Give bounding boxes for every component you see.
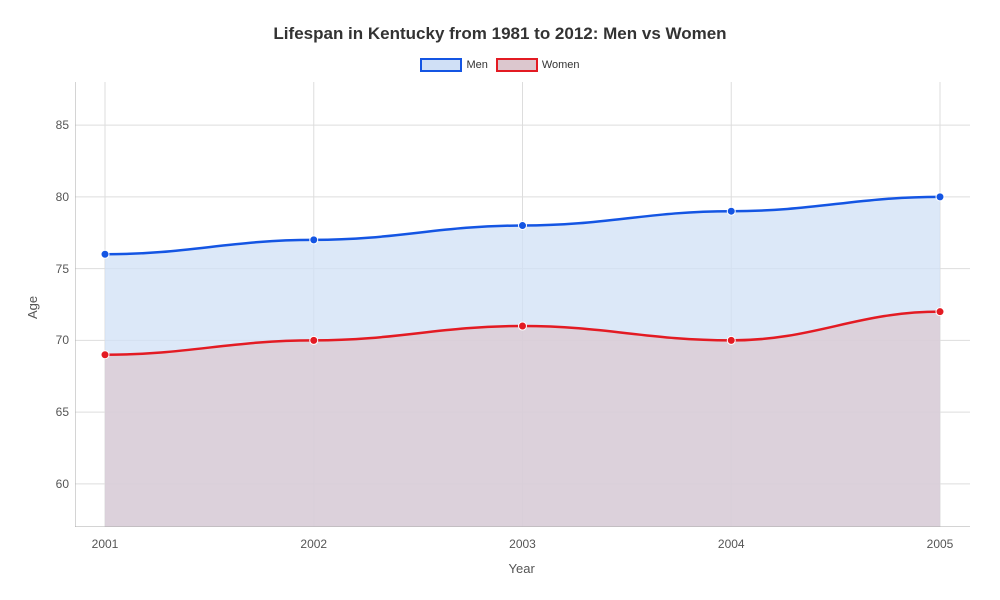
legend-item-men[interactable]: Men bbox=[420, 58, 487, 72]
y-tick-label: 80 bbox=[45, 190, 69, 204]
legend-label-men: Men bbox=[466, 59, 487, 71]
plot-area bbox=[75, 82, 970, 527]
x-axis-label: Year bbox=[509, 561, 535, 576]
y-axis-label: Age bbox=[25, 295, 40, 318]
x-tick-label: 2001 bbox=[92, 537, 119, 551]
x-tick-label: 2005 bbox=[927, 537, 954, 551]
legend-label-women: Women bbox=[542, 59, 580, 71]
legend-swatch-men bbox=[420, 58, 462, 72]
legend-swatch-women bbox=[496, 58, 538, 72]
y-tick-label: 75 bbox=[45, 262, 69, 276]
y-tick-label: 65 bbox=[45, 405, 69, 419]
y-tick-label: 70 bbox=[45, 333, 69, 347]
x-tick-label: 2003 bbox=[509, 537, 536, 551]
x-tick-label: 2004 bbox=[718, 537, 745, 551]
legend-item-women[interactable]: Women bbox=[496, 58, 580, 72]
y-tick-label: 60 bbox=[45, 477, 69, 491]
x-tick-label: 2002 bbox=[300, 537, 327, 551]
chart-container: Lifespan in Kentucky from 1981 to 2012: … bbox=[0, 0, 1000, 600]
chart-svg bbox=[75, 82, 970, 527]
chart-title: Lifespan in Kentucky from 1981 to 2012: … bbox=[0, 24, 1000, 44]
legend: Men Women bbox=[0, 58, 1000, 72]
y-tick-label: 85 bbox=[45, 118, 69, 132]
